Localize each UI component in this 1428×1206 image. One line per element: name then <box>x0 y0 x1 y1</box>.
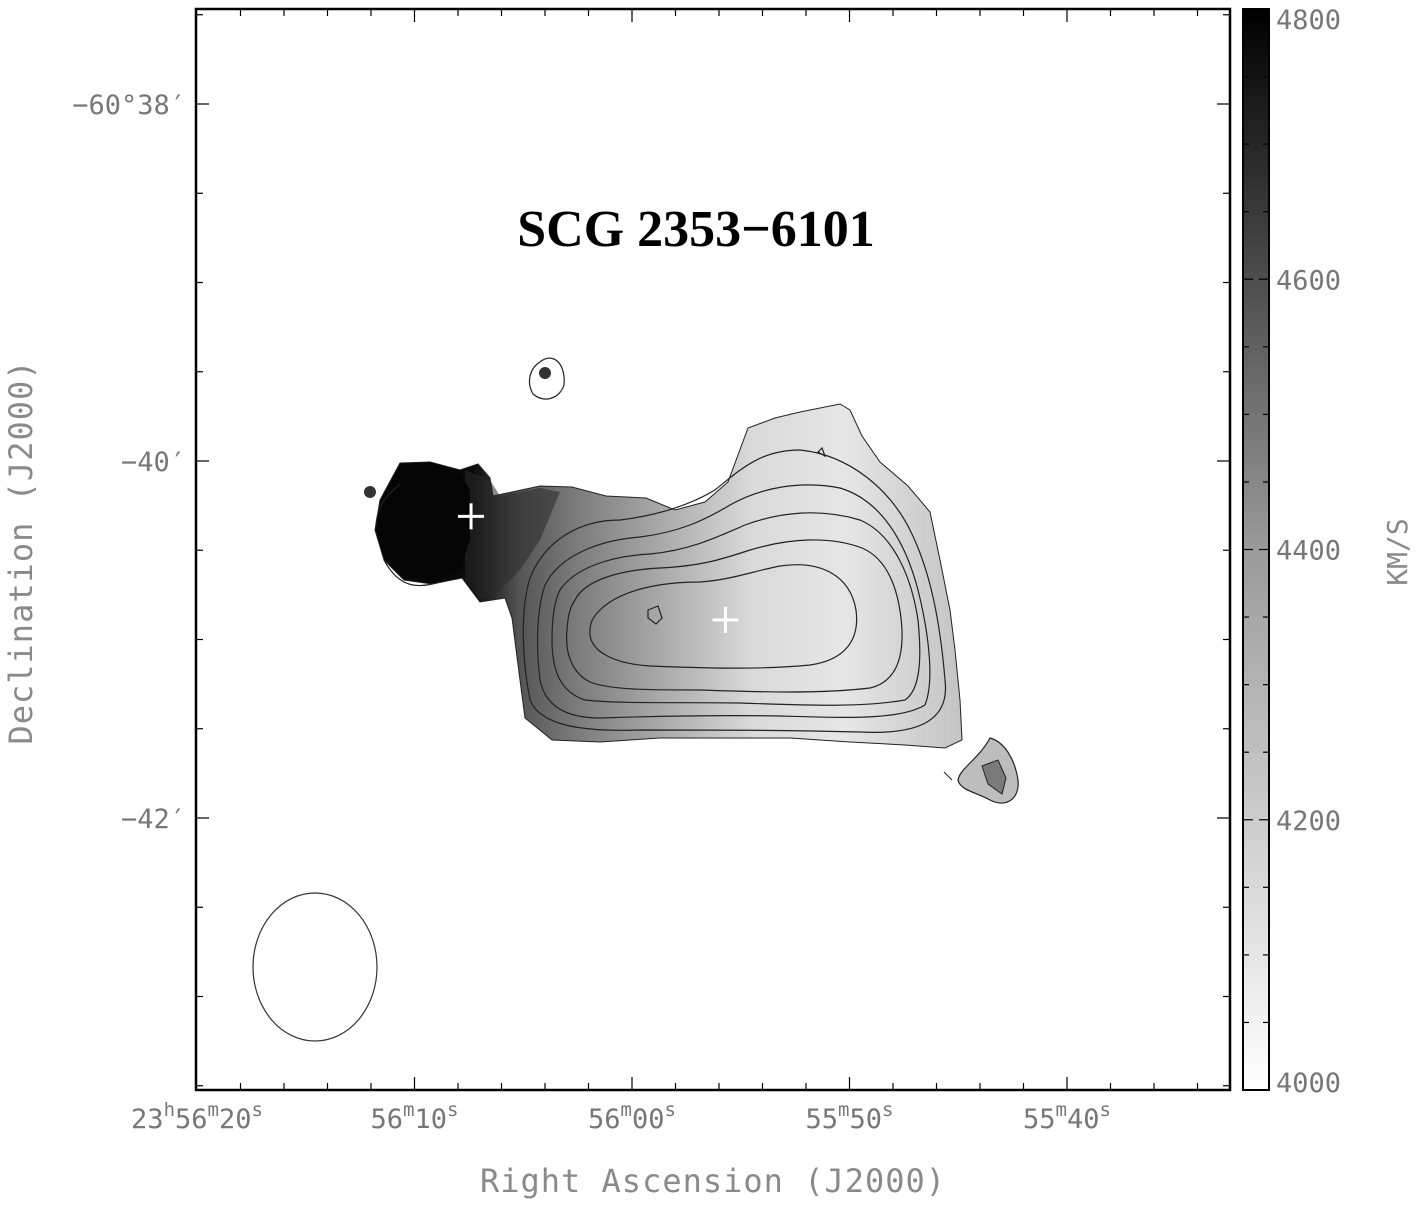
optical-center-2-cross <box>712 606 739 633</box>
contour-level-2 <box>522 449 947 733</box>
map-frame <box>194 7 1232 1092</box>
axis-ticks <box>196 9 1230 1090</box>
colorbar-ticks: 4000 4200 4400 4600 4800 <box>1243 5 1341 1099</box>
high-velocity-clump <box>384 462 470 580</box>
x-tick-label: 56m10s <box>371 1099 459 1135</box>
contour-level-4 <box>551 512 921 706</box>
colorbar-tick-label: 4200 <box>1276 806 1341 837</box>
velocity-map <box>252 357 1019 1042</box>
contour-level-3 <box>536 484 931 719</box>
colorbar: 4000 4200 4400 4600 4800 KM/S <box>1242 5 1414 1099</box>
isolated-cloud-southeast <box>943 737 1019 804</box>
y-tick-labels: −60°38′ −40′ −42′ <box>72 90 186 835</box>
contour-outer <box>375 483 441 587</box>
x-tick-labels: 23h56m20s 56m10s 56m00s 55m50s 55m40s <box>131 1099 1111 1135</box>
contour-level-5 <box>566 539 903 693</box>
y-axis-title: Declination (J2000) <box>2 359 40 744</box>
contour-lines <box>375 446 947 733</box>
optical-center-markers <box>458 503 739 633</box>
x-axis-title: Right Ascension (J2000) <box>480 1162 946 1200</box>
colorbar-tick-label: 4800 <box>1276 5 1341 36</box>
contour-tiny-loop <box>817 446 827 458</box>
isolated-cloud-dot <box>364 486 376 498</box>
transition-region <box>465 470 560 600</box>
optical-center-1-cross <box>458 503 485 530</box>
colorbar-tick-label: 4600 <box>1276 265 1341 296</box>
x-tick-label: 56m00s <box>588 1099 676 1135</box>
colorbar-tick-label: 4400 <box>1276 536 1341 567</box>
x-tick-label: 55m50s <box>806 1099 894 1135</box>
x-tick-label: 55m40s <box>1023 1099 1111 1135</box>
beam-ellipse <box>252 892 378 1042</box>
contour-small-loop <box>647 605 663 625</box>
isolated-cloud-north <box>528 357 565 400</box>
colorbar-label: KM/S <box>1381 518 1414 585</box>
contour-inner <box>589 564 858 669</box>
y-tick-label: −42′ <box>121 804 186 835</box>
y-tick-label: −40′ <box>121 447 186 478</box>
y-tick-label: −60°38′ <box>72 90 186 121</box>
map-title: SCG 2353−6101 <box>517 201 875 258</box>
hi-emission-region <box>374 403 963 749</box>
colorbar-tick-label: 4000 <box>1276 1068 1341 1099</box>
x-tick-label: 23h56m20s <box>131 1099 263 1135</box>
